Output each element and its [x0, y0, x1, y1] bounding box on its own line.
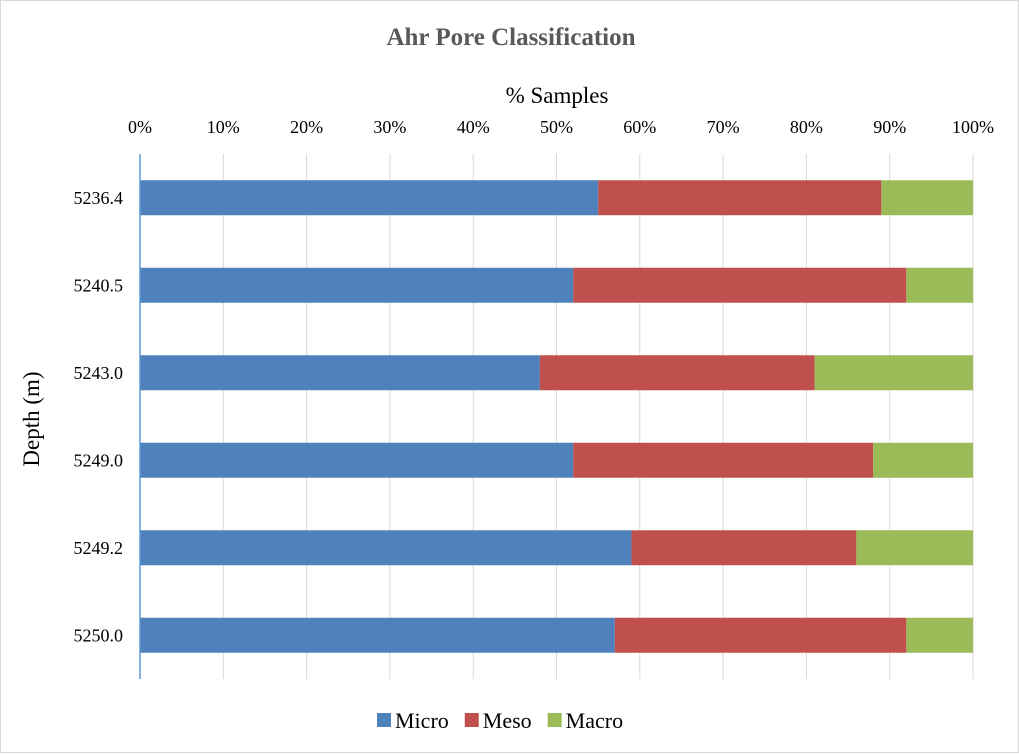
y-axis-title: Depth (m)	[19, 371, 44, 466]
x-tick-label: 90%	[873, 117, 906, 137]
legend-swatch	[464, 713, 479, 727]
bar	[856, 530, 973, 566]
bar	[140, 530, 632, 566]
bar	[631, 530, 857, 566]
bar	[881, 180, 973, 216]
bar	[598, 180, 882, 216]
y-tick-label: 5236.4	[74, 188, 124, 208]
bar	[140, 442, 574, 478]
chart-title: Ahr Pore Classification	[386, 24, 635, 51]
x-tick-label: 40%	[457, 117, 490, 137]
x-tick-label: 60%	[623, 117, 656, 137]
x-tick-label: 10%	[207, 117, 240, 137]
x-tick-label: 0%	[128, 117, 152, 137]
bar	[906, 267, 973, 303]
legend-label: Meso	[483, 708, 532, 733]
bar	[140, 355, 540, 391]
x-axis-title: % Samples	[506, 83, 609, 108]
legend-swatch	[377, 713, 391, 727]
x-tick-label: 50%	[540, 117, 573, 137]
x-tick-label: 30%	[373, 117, 406, 137]
x-tick-label: 70%	[707, 117, 740, 137]
legend: Micro Meso Macro	[377, 708, 623, 733]
x-tick-labels: 0% 10% 20% 30% 40% 50% 60% 70% 80% 90% 100%	[128, 117, 994, 137]
legend-label: Macro	[566, 708, 623, 733]
bar	[906, 617, 973, 653]
bar	[573, 442, 874, 478]
bar	[140, 267, 574, 303]
x-tick-label: 80%	[790, 117, 823, 137]
bar	[814, 355, 973, 391]
y-tick-label: 5250.0	[74, 625, 124, 645]
bar	[873, 442, 973, 478]
gridlines	[222, 154, 974, 679]
y-tick-label: 5243.0	[74, 363, 124, 383]
legend-label: Micro	[395, 708, 449, 733]
x-tick-label: 100%	[952, 117, 994, 137]
bar	[573, 267, 907, 303]
bar	[539, 355, 815, 391]
bar	[614, 617, 907, 653]
y-tick-labels: 5236.4 5240.5 5243.0 5249.0 5249.2 5250.0	[74, 188, 124, 646]
bar	[140, 617, 615, 653]
bar	[140, 180, 599, 216]
legend-swatch	[547, 713, 562, 727]
y-tick-label: 5240.5	[74, 275, 124, 295]
y-tick-label: 5249.0	[74, 450, 124, 470]
x-tick-label: 20%	[290, 117, 323, 137]
y-tick-label: 5249.2	[74, 538, 124, 558]
bars	[140, 180, 973, 653]
